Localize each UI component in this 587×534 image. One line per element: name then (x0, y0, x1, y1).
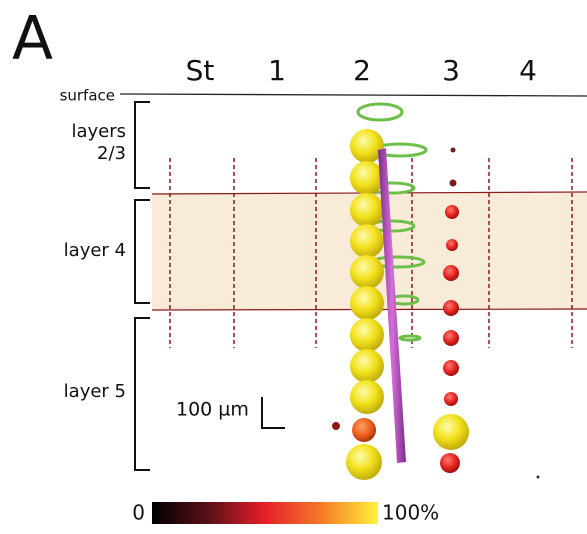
soma (350, 129, 384, 163)
soma (443, 265, 459, 281)
soma (450, 147, 456, 153)
scale-bar-label: 100 µm (176, 399, 249, 421)
column-label: 4 (519, 54, 537, 87)
column-label: 3 (442, 54, 460, 87)
layer-label: layer 4 (64, 240, 126, 261)
column-label: 2 (353, 54, 371, 87)
soma (350, 161, 384, 195)
soma (433, 414, 469, 450)
panel-label: A (12, 4, 53, 74)
soma (443, 360, 459, 376)
layer-brackets (134, 101, 150, 471)
layer-label: layer 5 (64, 381, 126, 402)
neurons (332, 102, 540, 480)
soma (444, 392, 458, 406)
soma (443, 330, 459, 346)
column-label: St (186, 54, 215, 87)
soma (350, 224, 384, 258)
soma (449, 179, 457, 187)
soma (352, 418, 376, 442)
electrode-tracks (169, 158, 573, 348)
soma (350, 380, 384, 414)
soma (446, 239, 458, 251)
soma (350, 349, 384, 383)
soma (536, 475, 540, 479)
colorbar (152, 502, 378, 524)
soma (443, 300, 459, 316)
layer-label: layers (71, 121, 126, 142)
soma (346, 444, 382, 480)
soma (350, 318, 384, 352)
soma (350, 255, 384, 289)
recording-rod (378, 148, 406, 463)
dendrite-ring (356, 102, 404, 122)
soma (440, 453, 460, 473)
dendrite-ring (398, 334, 422, 342)
colorbar-max: 100% (382, 501, 439, 525)
soma (445, 205, 459, 219)
column-label: 1 (268, 54, 286, 87)
layer-label: 2/3 (97, 143, 126, 164)
scale-bar (261, 397, 285, 429)
colorbar-min: 0 (132, 501, 145, 525)
soma (350, 193, 384, 227)
soma (350, 286, 384, 320)
soma (332, 422, 340, 430)
surface-label: surface (60, 87, 115, 105)
surface-line (119, 93, 587, 97)
